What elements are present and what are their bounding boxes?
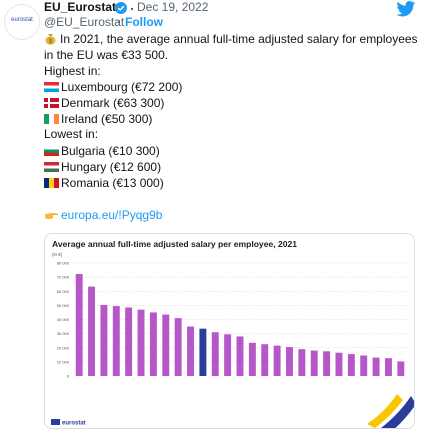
tweet-link[interactable]: europa.eu/!Pyqg9b [61,208,163,222]
highest-text: Denmark (€63 300) [61,96,165,110]
lowest-item: Romania (€13 000) [44,175,164,191]
bar [286,347,293,376]
avatar-text: eurostat [11,17,33,23]
lowest-item: Bulgaria (€10 300) [44,143,160,159]
y-tick-label: 80 000 [57,261,70,266]
flag-icon [44,98,59,108]
bar [211,332,219,376]
author-name[interactable]: EU_Eurostat [44,0,117,14]
bar [112,306,120,376]
lowest-text: Hungary (€12 600) [61,160,162,174]
bar [88,286,96,376]
bar [236,336,244,376]
chart-title: Average annual full-time adjusted salary… [52,240,298,249]
highest-item: Denmark (€63 300) [44,95,164,111]
money-bag-icon: $ [45,34,56,45]
flag-icon [44,146,59,156]
flag-icon [44,162,59,172]
pointing-icon [45,213,58,219]
y-tick-label: 20 000 [57,345,70,350]
svg-text:$: $ [49,39,53,45]
logo-swoosh [367,394,403,428]
link-line: europa.eu/!Pyqg9b [44,207,162,223]
logo-swoosh [381,396,414,428]
author-handle[interactable]: @EU_Eurostat [44,15,125,29]
flag-icon [44,178,59,188]
flag-cross [48,98,50,108]
chart-subtitle: (in €) [52,252,63,257]
y-tick-label: 10 000 [57,359,70,364]
bar [224,334,232,376]
bar [137,309,145,376]
follow-button[interactable]: Follow [125,15,163,29]
highest-item: Ireland (€50 300) [44,111,152,127]
flag-icon [44,114,59,124]
bar [298,349,306,376]
bar [372,357,380,376]
eu-flag [51,419,60,425]
highest-text: Luxembourg (€72 200) [61,80,183,94]
lowest-text: Romania (€13 000) [61,176,164,190]
lowest-heading: Lowest in: [44,127,99,141]
separator [130,7,134,11]
y-tick-label: 50 000 [57,303,70,308]
bar [100,304,108,376]
chart: Average annual full-time adjusted salary… [45,234,414,428]
flag-icon [44,82,59,92]
bar [384,358,392,376]
chart-footer: eurostat [62,421,86,427]
avatar[interactable]: eurostat [4,4,40,40]
y-tick-label: 70 000 [57,275,70,280]
bar [75,274,83,376]
y-tick-label: 30 000 [57,331,70,336]
tweet-text: $ In 2021, the average annual full-time a… [44,31,424,63]
bar [199,328,207,376]
bar [149,312,157,376]
bar [125,307,133,376]
lowest-text: Bulgaria (€10 300) [61,144,160,158]
highest-heading: Highest in: [44,64,101,78]
y-tick-label: 0 [67,374,70,379]
bar [323,351,331,376]
media-card[interactable]: Average annual full-time adjusted salary… [44,233,415,429]
bar [335,352,343,376]
highest-text: Ireland (€50 300) [61,112,153,126]
bar [174,318,182,376]
bar [347,354,355,376]
bar [397,361,405,376]
tweet-date[interactable]: Dec 19, 2022 [137,0,209,14]
bar [248,342,256,376]
lowest-item: Hungary (€12 600) [44,159,161,175]
y-tick-label: 60 000 [57,289,70,294]
y-tick-label: 40 000 [57,317,70,322]
bar [273,345,281,376]
separator [117,20,121,24]
bar [261,344,269,376]
highest-item: Luxembourg (€72 200) [44,79,182,95]
bar [310,350,318,376]
bar [187,326,194,376]
intro-text: In 2021, the average annual full-time ad… [44,32,418,62]
twitter-logo[interactable] [396,1,416,17]
bar [162,314,170,376]
verified-badge [115,2,127,14]
bar [360,355,368,376]
